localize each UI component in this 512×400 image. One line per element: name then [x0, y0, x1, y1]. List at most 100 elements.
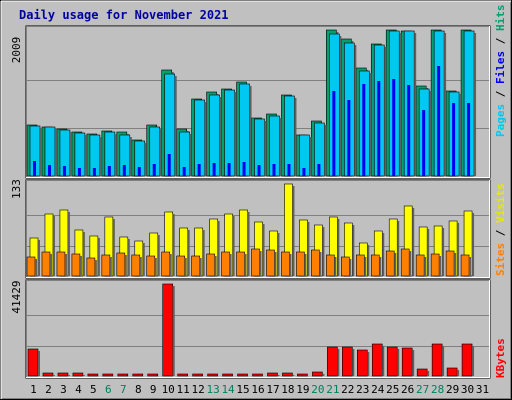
bar-shadow [427, 229, 430, 276]
bar-shadow [109, 257, 112, 276]
bar-kbytes-19 [297, 373, 308, 377]
bar-pages-18 [287, 164, 291, 176]
x-tick-label-24: 24 [371, 383, 385, 396]
bar-pages-10 [167, 154, 171, 176]
bar-shadow [129, 137, 132, 176]
bar-shadow [232, 216, 235, 276]
x-tick-label-26: 26 [401, 383, 414, 396]
x-tick-label-22: 22 [341, 383, 354, 396]
bar-sites-2 [41, 251, 51, 277]
panel3-max-label: 41429 [10, 280, 23, 313]
svg-text:KBytes: KBytes [494, 338, 507, 378]
bar-kbytes-10 [162, 283, 174, 377]
bar-shadow [382, 346, 385, 376]
x-tick-label-7: 7 [120, 383, 127, 396]
bar-sites-23 [355, 254, 365, 277]
bar-kbytes-30 [461, 343, 473, 377]
panel3-axis-label: KBytes [494, 338, 507, 378]
bar-shadow [124, 255, 127, 276]
bar-shadow [187, 230, 190, 276]
x-tick-label-1: 1 [30, 383, 37, 396]
bar-shadow [159, 129, 162, 176]
bar-pages-25 [392, 79, 396, 176]
bar-shadow [289, 254, 292, 276]
panel-kbytes [25, 279, 491, 379]
bar-shadow [442, 346, 445, 376]
bar-shadow [199, 258, 202, 276]
bar-shadow [294, 98, 297, 176]
bar-shadow [82, 232, 85, 276]
bar-kbytes-12 [192, 373, 203, 377]
bar-shadow [94, 260, 97, 276]
bar-pages-27 [422, 110, 426, 176]
bar-shadow [174, 76, 177, 176]
bar-shadow [409, 251, 412, 276]
x-tick-label-10: 10 [162, 383, 175, 396]
bar-shadow [337, 219, 340, 276]
svg-text:Pages / Files / Hits: Pages / Files / Hits [494, 5, 507, 138]
bar-shadow [459, 94, 462, 176]
bar-pages-16 [257, 165, 261, 176]
bar-shadow [99, 137, 102, 176]
bar-shadow [412, 208, 415, 276]
bar-shadow [292, 375, 295, 376]
legend-sites: Sites [494, 243, 507, 276]
bar-sites-27 [415, 254, 425, 277]
bar-sites-1 [26, 256, 36, 277]
bar-shadow [139, 257, 142, 276]
bar-kbytes-20 [312, 371, 323, 377]
bar-sites-20 [311, 249, 320, 277]
bar-shadow [379, 257, 382, 276]
bar-kbytes-18 [282, 372, 293, 377]
bar-sites-16 [251, 248, 260, 277]
bar-pages-13 [212, 163, 216, 176]
bar-shadow [67, 212, 70, 276]
bar-shadow [364, 257, 367, 276]
bar-sites-29 [445, 250, 455, 277]
x-tick-label-8: 8 [135, 383, 142, 396]
bar-sites-19 [296, 251, 305, 277]
bar-kbytes-16 [252, 373, 263, 377]
series-pages [33, 66, 471, 176]
bar-shadow [319, 252, 322, 276]
bar-kbytes-3 [57, 372, 69, 377]
bar-shadow [219, 97, 222, 176]
bar-shadow [67, 375, 70, 376]
bar-shadow [247, 212, 250, 276]
bar-sites-3 [56, 251, 66, 277]
x-tick-label-2: 2 [45, 383, 52, 396]
bar-shadow [442, 228, 445, 276]
bar-shadow [334, 257, 337, 276]
panel2-axis-label: Sites / Visits [494, 183, 507, 276]
legend-pages: Pages [494, 104, 507, 137]
bar-shadow [429, 91, 432, 176]
bar-shadow [64, 254, 67, 276]
bar-shadow [367, 352, 370, 376]
bar-shadow [264, 121, 267, 176]
bar-shadow [352, 225, 355, 276]
x-tick-label-27: 27 [416, 383, 429, 396]
bar-pages-20 [317, 164, 321, 176]
bar-kbytes-22 [342, 346, 353, 377]
bar-shadow [322, 374, 325, 376]
x-tick-label-18: 18 [281, 383, 294, 396]
panel-visits-sites [25, 179, 491, 279]
bar-kbytes-6 [102, 373, 114, 377]
bar-sites-12 [191, 255, 200, 277]
x-tick-label-12: 12 [192, 383, 205, 396]
panel2-max-label: 133 [10, 179, 23, 199]
bar-sites-28 [430, 253, 440, 277]
bar-shadow [214, 256, 217, 276]
bar-shadow [399, 33, 402, 176]
bar-shadow [349, 259, 352, 276]
bar-sites-17 [266, 249, 275, 277]
bar-shadow [354, 45, 357, 176]
bar-shadow [472, 213, 475, 276]
bar-shadow [339, 36, 342, 176]
bar-shadow [259, 251, 262, 276]
bar-sites-21 [326, 254, 335, 277]
bar-shadow [324, 125, 327, 176]
bar-pages-28 [437, 66, 441, 176]
bar-kbytes-5 [87, 373, 99, 377]
bar-kbytes-26 [401, 347, 413, 377]
